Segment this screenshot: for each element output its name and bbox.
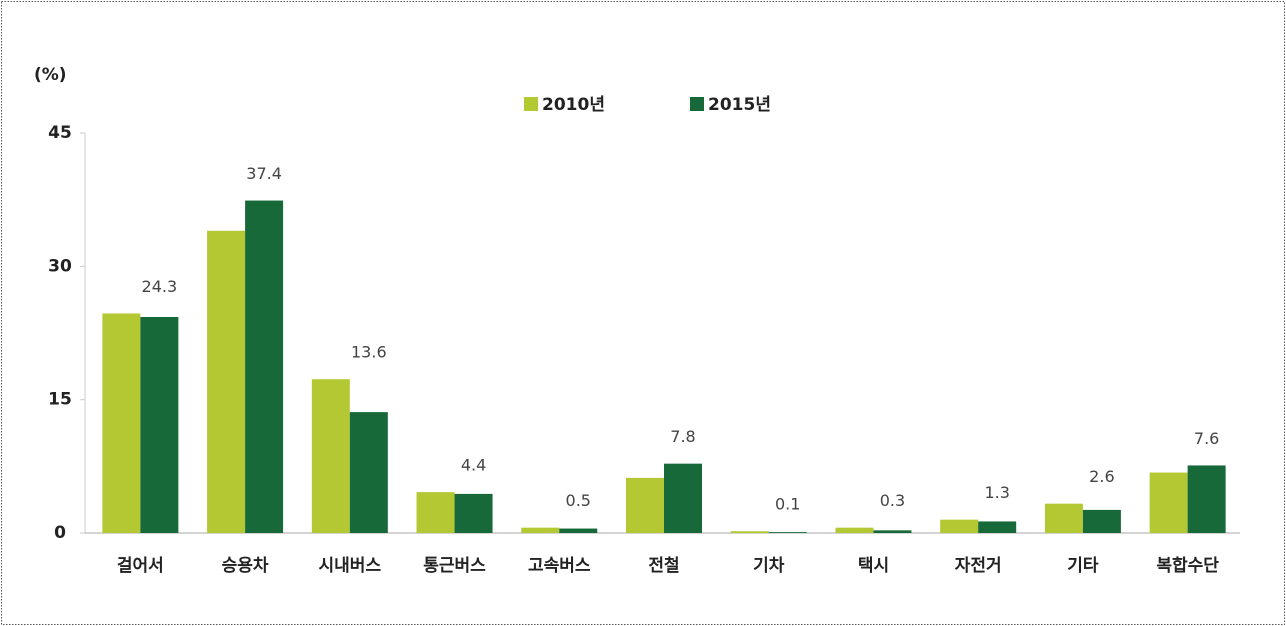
x-tick-label: 고속버스 [528, 556, 591, 576]
x-tick-label: 자전거 [955, 556, 1002, 576]
bar [768, 532, 807, 533]
data-label: 0.1 [775, 495, 800, 514]
x-tick-label: 통근버스 [423, 556, 486, 576]
y-tick-label: 30 [48, 256, 72, 276]
data-label: 7.6 [1194, 429, 1219, 448]
legend-label: 2015년 [708, 95, 771, 115]
y-axis-label: (%) [34, 65, 67, 85]
data-label: 1.3 [984, 483, 1009, 502]
data-label: 13.6 [351, 343, 387, 362]
data-label: 24.3 [142, 277, 178, 296]
bar [349, 412, 388, 533]
data-label: 0.3 [880, 491, 905, 510]
bar [1044, 503, 1083, 533]
x-tick-label: 택시 [858, 556, 889, 576]
bar [207, 230, 246, 533]
x-tick-label: 기차 [753, 556, 785, 576]
bar [311, 379, 350, 533]
x-tick-label: 시내버스 [319, 556, 382, 576]
bar [245, 200, 284, 534]
data-label: 0.5 [566, 491, 591, 510]
data-label: 4.4 [461, 456, 486, 475]
bar [454, 493, 493, 533]
bar [140, 317, 179, 533]
bar [559, 528, 598, 533]
data-label: 2.6 [1089, 467, 1114, 486]
bar [521, 527, 560, 533]
legend-swatch [690, 97, 704, 111]
x-tick-label: 전철 [648, 556, 679, 576]
y-tick-label: 0 [54, 523, 66, 543]
bar [978, 521, 1017, 533]
data-label: 37.4 [246, 164, 282, 183]
bar [626, 477, 664, 533]
x-tick-label: 복합수단 [1156, 555, 1219, 576]
bar [1187, 465, 1226, 533]
bar [1082, 509, 1121, 533]
bar [1149, 472, 1188, 533]
bar [835, 527, 874, 533]
y-tick-label: 15 [48, 390, 72, 410]
bar [416, 492, 455, 533]
bar [730, 531, 769, 533]
bar [102, 313, 141, 533]
y-tick-label: 45 [48, 123, 72, 143]
x-tick-label: 승용차 [222, 556, 269, 576]
legend-swatch [524, 97, 538, 111]
x-tick-label: 기타 [1067, 556, 1099, 576]
bar [873, 530, 912, 533]
data-label: 7.8 [670, 427, 695, 446]
bar [664, 463, 702, 533]
bar [940, 519, 979, 533]
x-tick-label: 걸어서 [117, 556, 164, 576]
legend-label: 2010년 [542, 95, 605, 115]
